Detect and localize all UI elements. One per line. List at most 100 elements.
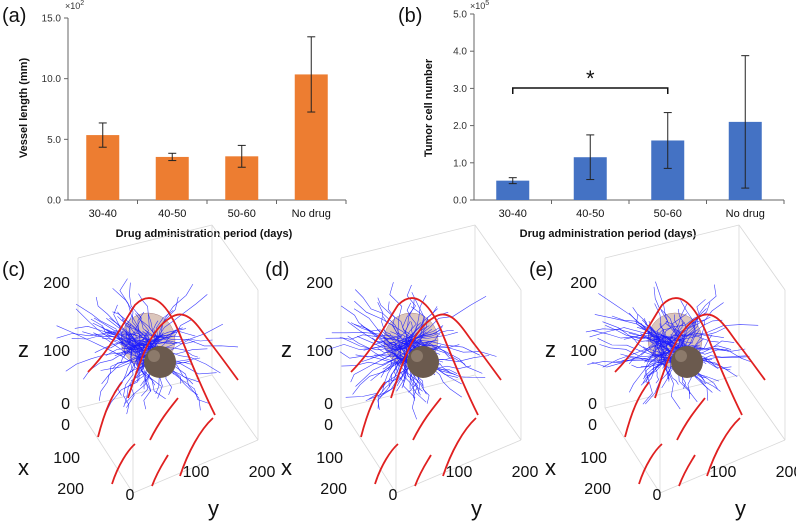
vessel-segment [339, 334, 400, 340]
vessel-segment [599, 344, 664, 359]
vessel-segment [410, 306, 426, 337]
vessel-segment [56, 325, 136, 365]
vessel-segment [393, 358, 403, 381]
boundary-vessel [127, 313, 239, 399]
y-tick-label: 10.0 [42, 74, 62, 85]
vessel-segment [399, 298, 415, 337]
z-tick-label: 0 [324, 396, 333, 413]
vessel-segment [602, 321, 669, 359]
y-axis-label: y [735, 496, 746, 521]
vessel-segment [154, 341, 178, 344]
vessel-segment [350, 322, 402, 344]
y-tick-label: 100 [710, 464, 737, 481]
panel-d-3d-plot: (d) 0 100 200 z 0 100 200 x 0 100 200 y [265, 224, 538, 521]
vessel-segment [680, 319, 723, 341]
x-tick-label: 50-60 [228, 208, 256, 220]
vessel-segment [382, 362, 399, 370]
vessel-segment [394, 325, 444, 345]
z-tick-label: 200 [43, 275, 70, 292]
boundary-vessel [149, 397, 179, 441]
bar-40-50 [155, 156, 189, 200]
vessel-segment [128, 364, 136, 375]
panel-b-multiplier: ×105 [470, 0, 489, 11]
vessel-segment [377, 358, 414, 409]
vessel-segment [654, 364, 660, 384]
vessel-segment [402, 284, 416, 339]
panel-b-xlabel: Drug administration period (days) [520, 228, 697, 240]
vessel-segment [642, 345, 660, 405]
vessel-segment [641, 319, 672, 363]
boundary-vessel [614, 297, 743, 416]
vessel-segment [155, 335, 239, 348]
y-tick-label: 5.0 [47, 135, 61, 146]
vessel-segment [125, 324, 134, 344]
box-edge [604, 407, 661, 494]
vessel-segment [350, 353, 395, 383]
x-tick-label: 0 [588, 417, 597, 434]
panel-a-bars [86, 36, 328, 200]
vessel-segment [405, 302, 417, 339]
box-edge [659, 439, 786, 494]
boundary-vessel [678, 454, 696, 487]
vessel-segment [397, 326, 443, 352]
x-tick-label: 100 [316, 450, 343, 467]
vessel-segment [598, 293, 660, 344]
x-tick-label: 40-50 [576, 208, 604, 220]
x-axis-label: x [545, 455, 556, 480]
panel-b-bars: * [496, 55, 762, 200]
vessel-segment [592, 330, 667, 339]
vessel-segment [372, 336, 411, 346]
vessel-segment [140, 362, 156, 386]
y-axis-label: y [471, 496, 482, 521]
vessel-segment [112, 351, 156, 369]
vessel-segment [602, 342, 675, 368]
boundary-vessel [638, 443, 663, 485]
vessel-segment [354, 324, 416, 349]
bar-30-40 [496, 180, 530, 200]
panel-c-3d-plot: (c) 0 100 200 z 0 100 200 x 0 100 200 y [2, 224, 275, 521]
z-axis-label: z [545, 337, 556, 362]
y-tick-label: 15.0 [42, 14, 62, 25]
y-tick-label: 5.0 [453, 10, 467, 21]
vessel-segment [123, 363, 134, 415]
vessel-segment [128, 323, 141, 360]
box-edge [211, 224, 259, 291]
vessel-segment [643, 359, 662, 380]
panel-c-label: (c) [2, 259, 25, 281]
x-tick-label: 50-60 [654, 208, 682, 220]
z-axis-label: z [18, 337, 29, 362]
vessel-segment [157, 294, 208, 337]
boundary-vessel [412, 397, 442, 441]
vessel-segment [669, 303, 688, 357]
vessel-segment [117, 311, 149, 340]
boundary-vessel [111, 443, 136, 485]
box-edge [340, 407, 397, 494]
y-tick-label: 2.0 [453, 121, 467, 132]
vessel-segment [656, 313, 687, 336]
boundary-vessel [151, 454, 169, 487]
x-axis-label: x [281, 455, 292, 480]
vessel-segment [56, 330, 137, 339]
box-edge [77, 224, 213, 259]
panel-a-multiplier: ×102 [65, 0, 84, 11]
box-edge [77, 407, 134, 494]
x-tick-label: 200 [320, 481, 347, 498]
panel-a-label: (a) [2, 5, 26, 27]
panel-e-3d-plot: (e) 0 100 200 z 0 100 200 x 0 100 200 y [529, 224, 796, 521]
boundary-vessel [374, 443, 399, 485]
vessel-segment [680, 302, 711, 351]
boundary-vessel [624, 381, 650, 438]
vessel-segment [653, 286, 685, 341]
y-tick-label: 100 [446, 464, 473, 481]
vessel-segment [652, 361, 674, 371]
x-tick-label: 100 [53, 450, 80, 467]
x-tick-label: 40-50 [158, 208, 186, 220]
y-tick-label: 3.0 [453, 84, 467, 95]
panel-b-bar-chart: (b) 0.0 1.0 2.0 3.0 4.0 5.0 30-40 40-50 50-60 No … [398, 0, 785, 240]
vessel-segment [123, 340, 132, 358]
z-tick-label: 200 [306, 275, 333, 292]
vessel-segment [105, 339, 131, 349]
vessel-segment [662, 313, 706, 340]
box-edge [340, 224, 476, 259]
box-edge [340, 374, 476, 409]
